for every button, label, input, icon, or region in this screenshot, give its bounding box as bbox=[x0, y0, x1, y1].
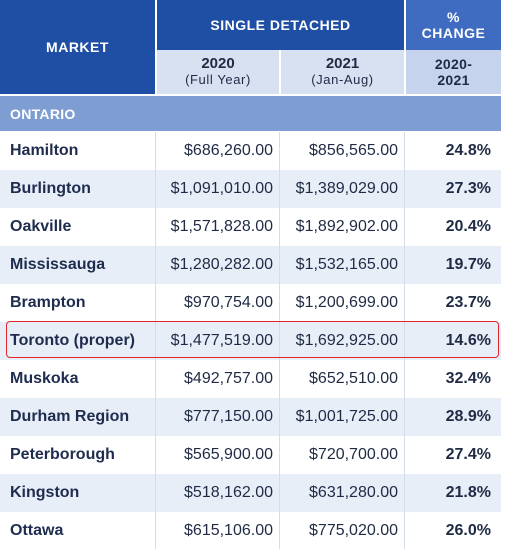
market-cell: Mississauga bbox=[10, 256, 106, 273]
percent-change-cell: 23.7% bbox=[445, 294, 491, 311]
table-row: Burlington $1,091,010.00 $1,389,029.00 27.3… bbox=[0, 170, 501, 208]
market-cell: Hamilton bbox=[10, 142, 79, 159]
table-row: Durham Region $777,150.00 $1,001,725.00 28.… bbox=[0, 398, 501, 436]
percent-change-cell: 26.0% bbox=[445, 522, 491, 539]
column-divider bbox=[155, 132, 156, 549]
market-cell: Brampton bbox=[10, 294, 86, 311]
header-col-change: 2020- 2021 bbox=[406, 50, 501, 94]
header-2021-sub: (Jan-Aug) bbox=[311, 72, 374, 87]
table-row: Muskoka $492,757.00 $652,510.00 32.4% bbox=[0, 360, 501, 398]
market-cell: Durham Region bbox=[10, 408, 130, 425]
price-2021-cell: $1,892,902.00 bbox=[295, 218, 398, 235]
price-2021-cell: $1,532,165.00 bbox=[295, 256, 398, 273]
header-2020-sub: (Full Year) bbox=[185, 72, 251, 87]
market-cell: Kingston bbox=[10, 484, 80, 501]
section-ontario: ONTARIO bbox=[0, 96, 501, 131]
header-2020-year: 2020 bbox=[201, 55, 235, 72]
market-cell: Muskoka bbox=[10, 370, 79, 387]
percent-change-cell: 28.9% bbox=[445, 408, 491, 425]
percent-change-cell: 27.4% bbox=[445, 446, 491, 463]
column-divider bbox=[279, 132, 280, 549]
market-cell: Burlington bbox=[10, 180, 91, 197]
market-cell: Toronto (proper) bbox=[10, 332, 136, 349]
price-2021-cell: $652,510.00 bbox=[309, 370, 398, 387]
percent-change-cell: 19.7% bbox=[445, 256, 491, 273]
price-2020-cell: $1,280,282.00 bbox=[170, 256, 273, 273]
price-2021-cell: $631,280.00 bbox=[309, 484, 398, 501]
percent-change-cell: 27.3% bbox=[445, 180, 491, 197]
price-2020-cell: $1,091,010.00 bbox=[170, 180, 273, 197]
table-row: Kingston $518,162.00 $631,280.00 21.8% bbox=[0, 474, 501, 512]
market-cell: Oakville bbox=[10, 218, 72, 235]
price-2020-cell: $1,571,828.00 bbox=[170, 218, 273, 235]
price-2020-cell: $686,260.00 bbox=[184, 142, 273, 159]
header-market: MARKET bbox=[0, 0, 155, 94]
table-row: Oakville $1,571,828.00 $1,892,902.00 20.4% bbox=[0, 208, 501, 246]
table-row: Ottawa $615,106.00 $775,020.00 26.0% bbox=[0, 512, 501, 550]
header-col-2021: 2021 (Jan-Aug) bbox=[281, 50, 404, 94]
price-2020-cell: $518,162.00 bbox=[184, 484, 273, 501]
price-2021-cell: $856,565.00 bbox=[309, 142, 398, 159]
price-2020-cell: $970,754.00 bbox=[184, 294, 273, 311]
price-2021-cell: $1,389,029.00 bbox=[295, 180, 398, 197]
price-2021-cell: $1,001,725.00 bbox=[295, 408, 398, 425]
right-edge bbox=[501, 0, 507, 549]
header-percent-symbol: % bbox=[447, 9, 460, 25]
price-2020-cell: $492,757.00 bbox=[184, 370, 273, 387]
percent-change-cell: 20.4% bbox=[445, 218, 491, 235]
price-2021-cell: $775,020.00 bbox=[309, 522, 398, 539]
price-2020-cell: $1,477,519.00 bbox=[170, 332, 273, 349]
header-col-2020: 2020 (Full Year) bbox=[157, 50, 279, 94]
header-change-line1: 2020- bbox=[434, 56, 473, 72]
header-single-detached: SINGLE DETACHED bbox=[157, 0, 404, 50]
header-change-label: CHANGE bbox=[421, 25, 486, 41]
market-cell: Peterborough bbox=[10, 446, 115, 463]
table-row: Toronto (proper) $1,477,519.00 $1,692,925.… bbox=[0, 322, 501, 360]
price-2020-cell: $777,150.00 bbox=[184, 408, 273, 425]
percent-change-cell: 32.4% bbox=[445, 370, 491, 387]
table-row: Peterborough $565,900.00 $720,700.00 27.4% bbox=[0, 436, 501, 474]
percent-change-cell: 24.8% bbox=[445, 142, 491, 159]
header-change-line2: 2021 bbox=[437, 72, 470, 88]
table-row: Brampton $970,754.00 $1,200,699.00 23.7% bbox=[0, 284, 501, 322]
percent-change-cell: 21.8% bbox=[445, 484, 491, 501]
header-percent-change: % CHANGE bbox=[406, 0, 501, 50]
price-2020-cell: $565,900.00 bbox=[184, 446, 273, 463]
price-2021-cell: $720,700.00 bbox=[309, 446, 398, 463]
header-2021-year: 2021 bbox=[325, 55, 360, 72]
market-cell: Ottawa bbox=[10, 522, 64, 539]
highlight-toronto-row bbox=[6, 321, 499, 358]
price-2020-cell: $615,106.00 bbox=[184, 522, 273, 539]
price-2021-cell: $1,692,925.00 bbox=[295, 332, 398, 349]
percent-change-cell: 14.6% bbox=[445, 332, 491, 349]
column-divider bbox=[404, 132, 405, 549]
table-row: Mississauga $1,280,282.00 $1,532,165.00 19.… bbox=[0, 246, 501, 284]
price-2021-cell: $1,200,699.00 bbox=[295, 294, 398, 311]
table-row: Hamilton $686,260.00 $856,565.00 24.8% bbox=[0, 132, 501, 170]
